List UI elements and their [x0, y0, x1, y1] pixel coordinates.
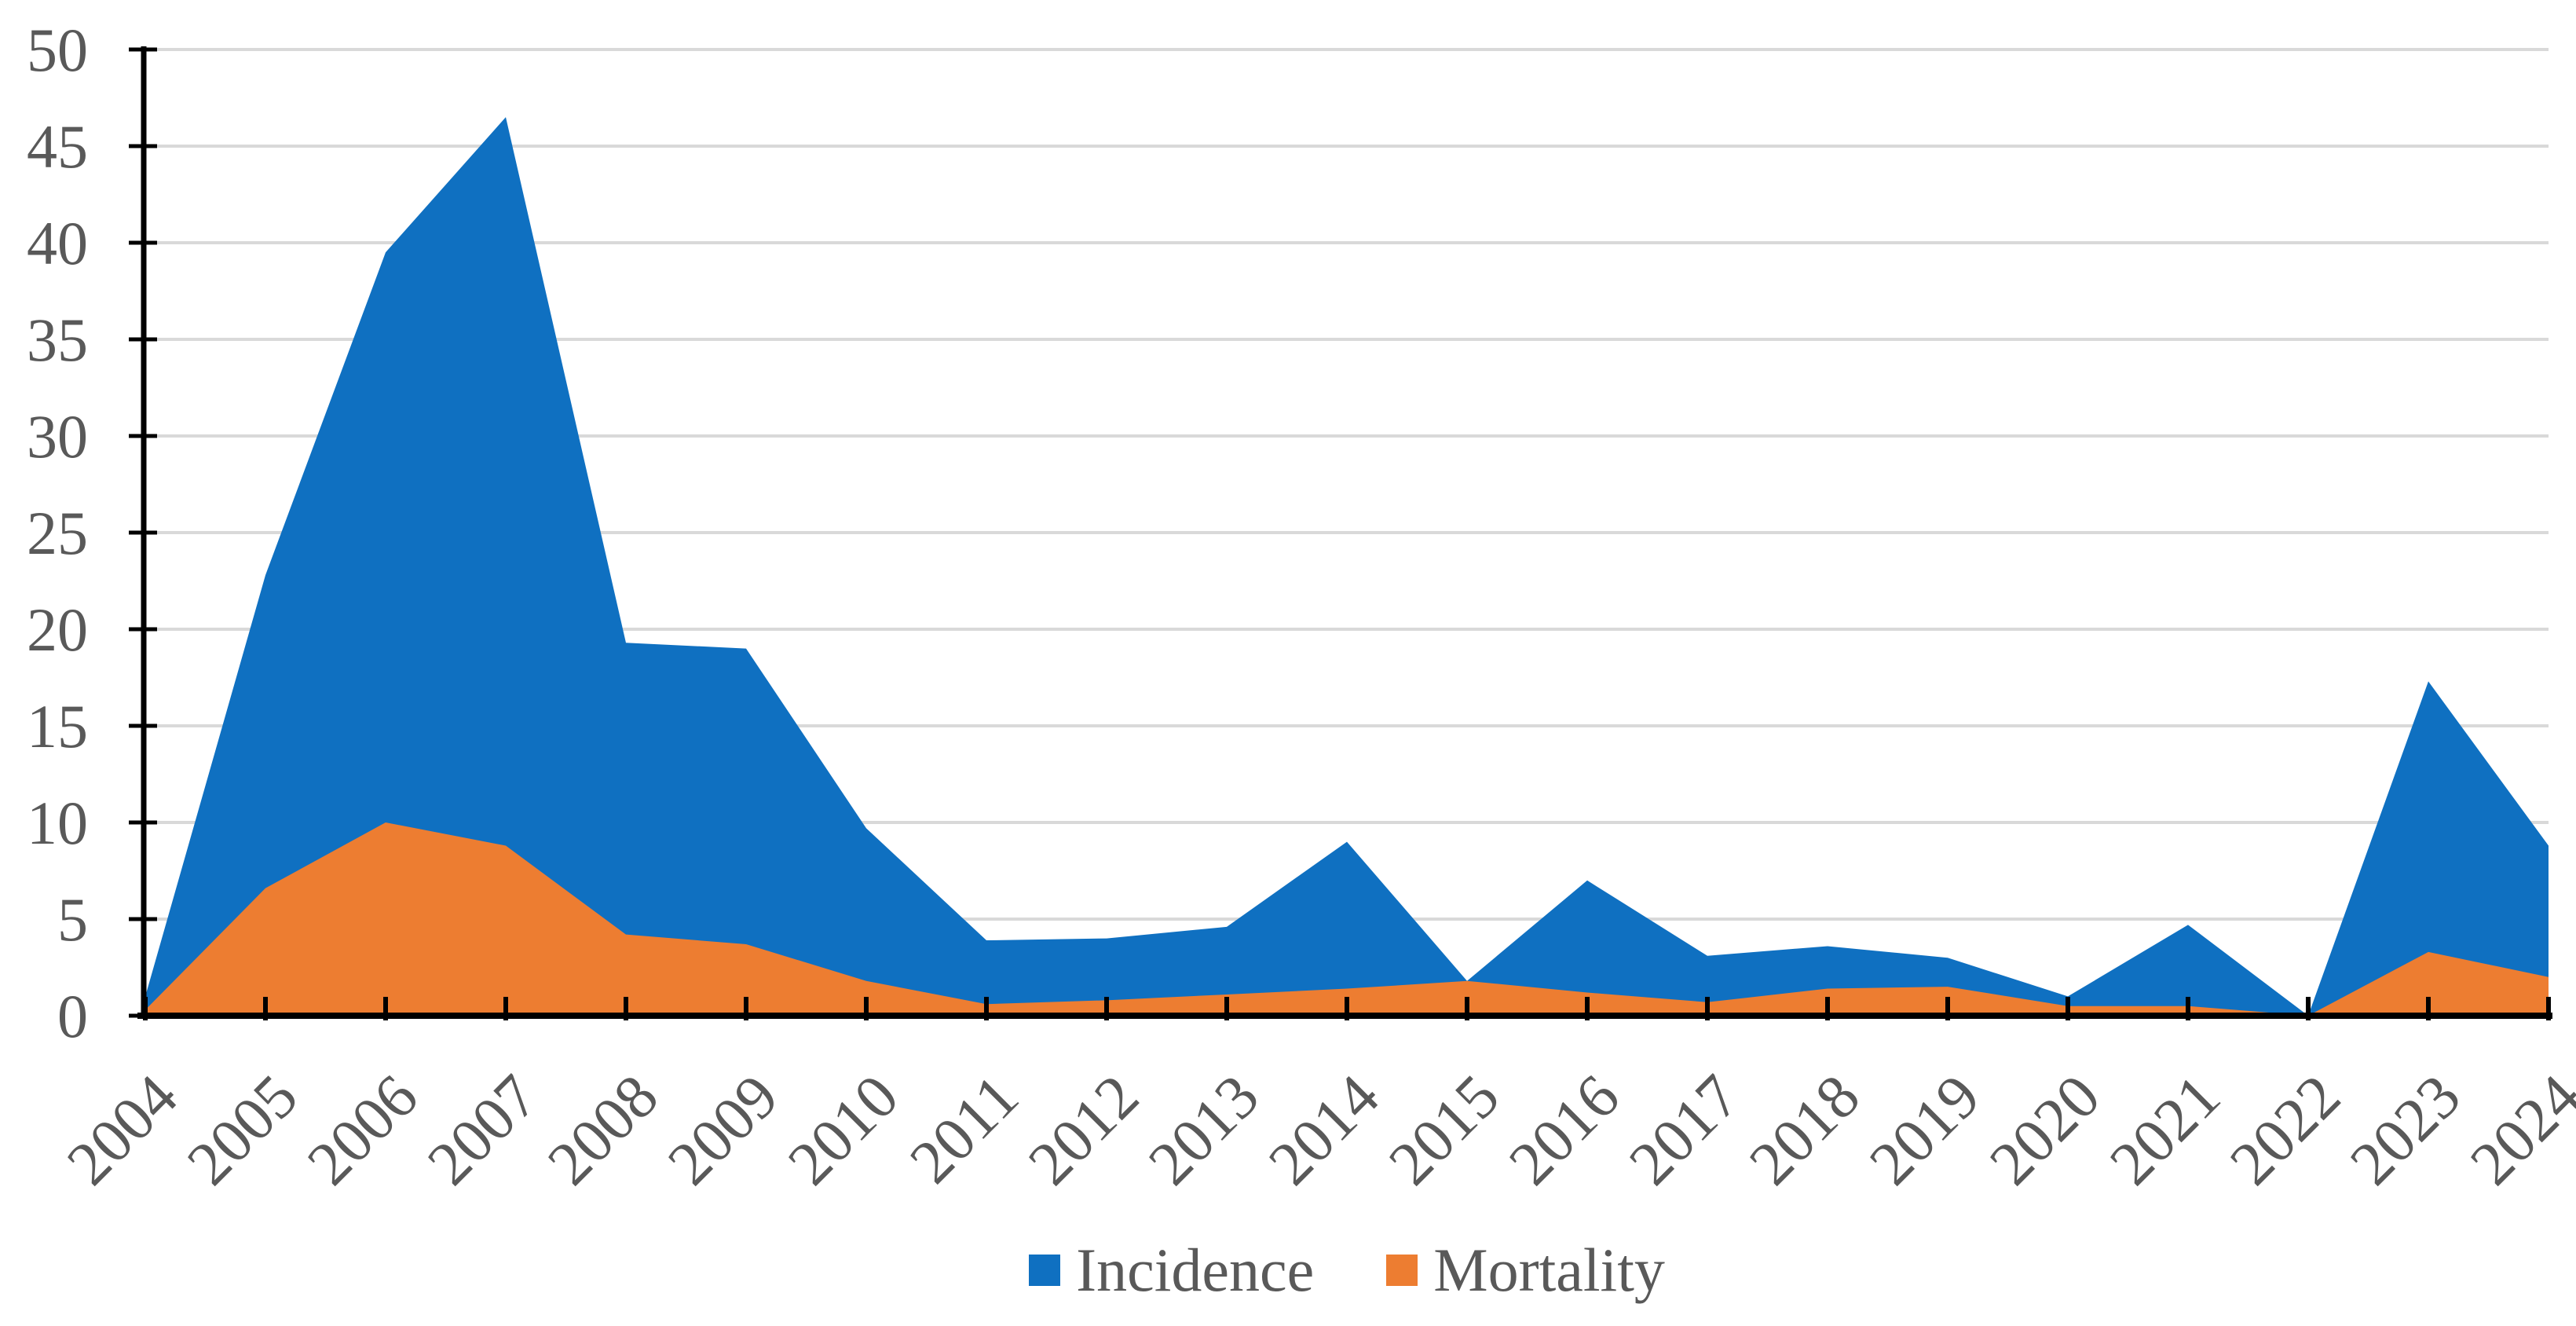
- y-tick-label-5: 5: [57, 885, 88, 954]
- x-tick-label-2004: 2004: [54, 1062, 190, 1198]
- incidence-label: Incidence: [1076, 1236, 1315, 1304]
- incidence-swatch-icon: [1029, 1255, 1061, 1286]
- y-tick-label-35: 35: [27, 306, 88, 374]
- y-tick-label-40: 40: [27, 209, 88, 277]
- x-tick-label-2022: 2022: [2217, 1062, 2353, 1198]
- legend: Incidence Mortality: [145, 1240, 2549, 1301]
- x-tick-label-2024: 2024: [2457, 1062, 2576, 1198]
- x-tick-label-2023: 2023: [2337, 1062, 2473, 1198]
- x-tick-label-2011: 2011: [898, 1062, 1032, 1196]
- x-tick-label-2020: 2020: [1977, 1062, 2113, 1198]
- y-tick-label-30: 30: [27, 402, 88, 471]
- y-tick-label-20: 20: [27, 595, 88, 664]
- x-tick-label-2016: 2016: [1496, 1062, 1632, 1198]
- x-tick-label-2018: 2018: [1736, 1062, 1872, 1198]
- mortality-label: Mortality: [1433, 1236, 1665, 1304]
- x-tick-label-2019: 2019: [1857, 1062, 1992, 1198]
- y-tick-label-45: 45: [27, 112, 88, 181]
- area-mortality: [145, 822, 2549, 1016]
- y-tick-label-50: 50: [27, 16, 88, 84]
- y-tick-label-0: 0: [57, 982, 88, 1050]
- x-tick-label-2013: 2013: [1136, 1062, 1272, 1198]
- y-tick-label-15: 15: [27, 692, 88, 760]
- area-incidence: [145, 117, 2549, 1016]
- x-tick-label-2017: 2017: [1616, 1062, 1752, 1198]
- x-tick-label-2012: 2012: [1015, 1062, 1151, 1198]
- legend-item-mortality: Mortality: [1386, 1240, 1665, 1301]
- x-tick-label-2007: 2007: [415, 1062, 551, 1198]
- x-tick-label-2014: 2014: [1256, 1062, 1392, 1198]
- x-tick-label-2005: 2005: [174, 1062, 310, 1198]
- x-tick-label-2021: 2021: [2097, 1062, 2233, 1198]
- legend-item-incidence: Incidence: [1029, 1240, 1314, 1301]
- x-tick-label-2008: 2008: [535, 1062, 671, 1198]
- y-tick-label-10: 10: [27, 789, 88, 857]
- x-tick-label-2009: 2009: [655, 1062, 791, 1198]
- x-tick-label-2015: 2015: [1376, 1062, 1512, 1198]
- x-tick-label-2010: 2010: [775, 1062, 911, 1198]
- y-tick-label-25: 25: [27, 499, 88, 567]
- mortality-swatch-icon: [1386, 1255, 1418, 1286]
- x-tick-label-2006: 2006: [295, 1062, 430, 1198]
